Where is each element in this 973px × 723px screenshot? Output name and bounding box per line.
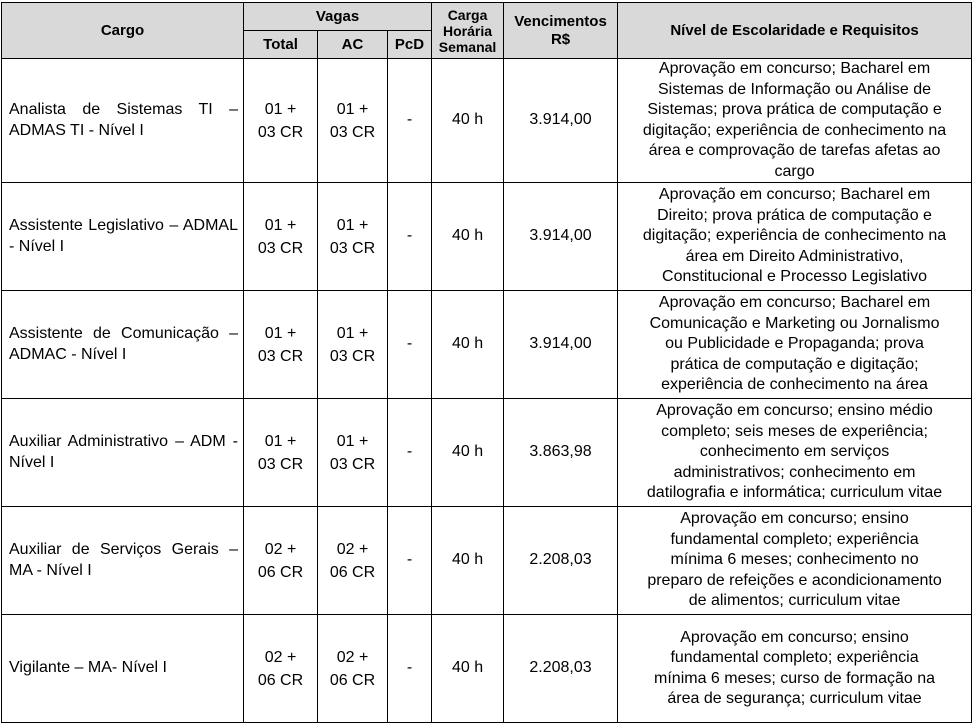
header-carga: Carga Horária Semanal — [431, 2, 505, 59]
cell-ac: 01 + 03 CR — [317, 58, 388, 183]
cell-carga: 40 h — [431, 58, 505, 183]
cell-pcd: - — [386, 290, 433, 399]
cell-ac: 01 + 03 CR — [317, 182, 388, 291]
cell-carga: 40 h — [431, 614, 505, 723]
cell-carga: 40 h — [431, 290, 505, 399]
header-ac: AC — [317, 30, 388, 59]
cell-ac: 02 + 06 CR — [317, 506, 388, 615]
cell-requisitos: Aprovação em concurso; ensino fundamenta… — [617, 506, 973, 615]
cell-vencimentos: 2.208,03 — [503, 506, 619, 615]
cell-cargo: Assistente Legislativo – ADMAL - Nível I — [1, 182, 244, 291]
table-row: Auxiliar Administrativo – ADM - Nível I … — [1, 398, 973, 507]
cell-requisitos: Aprovação em concurso; ensino médio comp… — [617, 398, 973, 507]
cell-requisitos: Aprovação em concurso; Bacharel em Siste… — [617, 58, 973, 183]
table-row: Assistente Legislativo – ADMAL - Nível I… — [1, 182, 973, 291]
cell-cargo: Assistente de Comunicação – ADMAC - Níve… — [1, 290, 244, 399]
cell-total: 01 + 03 CR — [243, 182, 318, 291]
cell-total: 02 + 06 CR — [243, 614, 318, 723]
cell-vencimentos: 2.208,03 — [503, 614, 619, 723]
table-row: Assistente de Comunicação – ADMAC - Níve… — [1, 290, 973, 399]
header-total: Total — [243, 30, 318, 59]
cell-cargo: Auxiliar Administrativo – ADM - Nível I — [1, 398, 244, 507]
cell-pcd: - — [386, 398, 433, 507]
table-row: Analista de Sistemas TI – ADMAS TI - Nív… — [1, 58, 973, 183]
cell-vencimentos: 3.863,98 — [503, 398, 619, 507]
cell-total: 01 + 03 CR — [243, 290, 318, 399]
cell-carga: 40 h — [431, 506, 505, 615]
cell-pcd: - — [386, 182, 433, 291]
cell-carga: 40 h — [431, 182, 505, 291]
cell-vencimentos: 3.914,00 — [503, 290, 619, 399]
header-vencimentos: Vencimentos R$ — [503, 2, 619, 59]
cell-pcd: - — [386, 506, 433, 615]
cell-pcd: - — [386, 614, 433, 723]
table-header: Cargo Vagas Carga Horária Semanal Vencim… — [1, 2, 973, 59]
cell-vencimentos: 3.914,00 — [503, 58, 619, 183]
cell-ac: 01 + 03 CR — [317, 398, 388, 507]
table-row: Auxiliar de Serviços Gerais – MA - Nível… — [1, 506, 973, 615]
header-requisitos: Nível de Escolaridade e Requisitos — [617, 2, 973, 59]
header-cargo: Cargo — [1, 2, 244, 59]
cell-ac: 01 + 03 CR — [317, 290, 388, 399]
cell-cargo: Analista de Sistemas TI – ADMAS TI - Nív… — [1, 58, 244, 183]
table-row: Vigilante – MA- Nível I 02 + 06 CR 02 + … — [1, 614, 973, 723]
cell-requisitos: Aprovação em concurso; Bacharel em Direi… — [617, 182, 973, 291]
cell-vencimentos: 3.914,00 — [503, 182, 619, 291]
cell-pcd: - — [386, 58, 433, 183]
cell-total: 01 + 03 CR — [243, 58, 318, 183]
header-vagas: Vagas — [242, 2, 433, 31]
cell-requisitos: Aprovação em concurso; ensino fundamenta… — [617, 614, 973, 723]
cell-cargo: Auxiliar de Serviços Gerais – MA - Nível… — [1, 506, 244, 615]
cell-total: 01 + 03 CR — [243, 398, 318, 507]
cell-requisitos: Aprovação em concurso; Bacharel em Comun… — [617, 290, 973, 399]
cell-cargo: Vigilante – MA- Nível I — [1, 614, 244, 723]
header-pcd: PcD — [386, 30, 433, 59]
cell-carga: 40 h — [431, 398, 505, 507]
cell-ac: 02 + 06 CR — [317, 614, 388, 723]
cell-total: 02 + 06 CR — [243, 506, 318, 615]
